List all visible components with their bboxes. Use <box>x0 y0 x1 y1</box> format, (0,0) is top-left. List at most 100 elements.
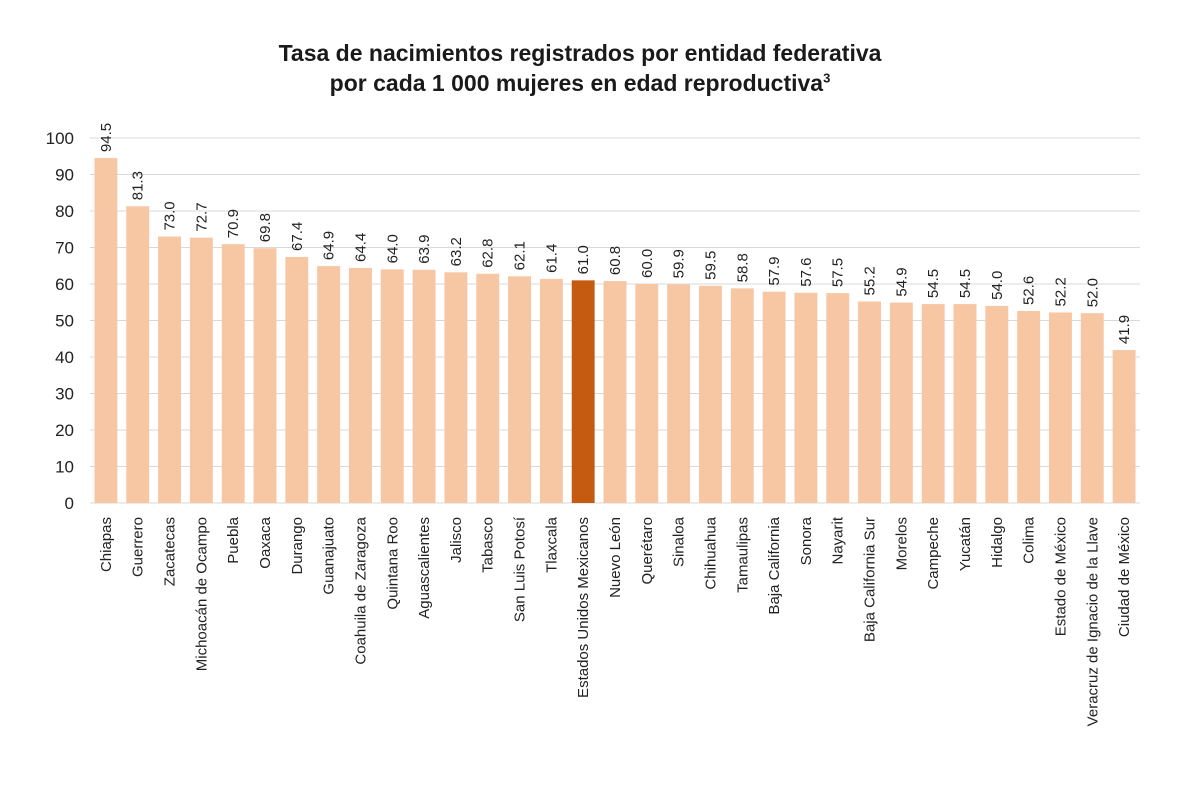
x-tick-label: Querétaro <box>639 517 656 585</box>
bar <box>444 272 468 503</box>
bar <box>699 285 722 503</box>
x-tick-label: Chiapas <box>98 517 115 572</box>
x-tick-label: Sonora <box>798 516 815 565</box>
data-label: 64.0 <box>384 234 401 263</box>
x-tick-label: Nuevo León <box>607 517 624 598</box>
x-tick-label: Morelos <box>893 517 910 570</box>
x-tick-label: Quintana Roo <box>384 517 401 610</box>
x-tick-label: Estado de México <box>1052 517 1069 636</box>
bar <box>730 288 754 503</box>
x-tick-label: San Luis Potosí <box>512 516 529 622</box>
data-label: 94.5 <box>98 123 115 152</box>
data-label: 61.0 <box>575 245 592 274</box>
data-label: 59.9 <box>671 249 688 278</box>
x-tick-label: Hidalgo <box>989 517 1006 568</box>
chart-title-line2-text: por cada 1 000 mujeres en edad reproduct… <box>329 70 824 96</box>
data-label: 64.4 <box>352 233 369 262</box>
bar <box>380 269 404 503</box>
bar <box>1049 312 1072 503</box>
x-tick-label: Baja California Sur <box>862 517 879 642</box>
data-label: 64.9 <box>321 231 338 260</box>
data-label: 63.2 <box>448 237 465 266</box>
data-label: 41.9 <box>1116 315 1133 344</box>
data-label: 57.6 <box>798 258 815 287</box>
bar <box>158 236 181 504</box>
chart-title-line1: Tasa de nacimientos registrados por enti… <box>278 40 882 66</box>
bar <box>285 256 309 503</box>
bar <box>921 304 945 503</box>
x-tick-label: Guanajuato <box>321 517 338 595</box>
bar <box>603 281 627 503</box>
x-tick-label: Coahuila de Zaragoza <box>352 516 369 664</box>
data-label: 63.9 <box>416 235 433 264</box>
bar <box>667 284 691 503</box>
y-tick-label: 90 <box>55 166 74 185</box>
x-tick-label: Sinaloa <box>671 516 688 567</box>
data-label: 69.8 <box>257 213 274 242</box>
bar <box>189 237 213 503</box>
data-label: 55.2 <box>862 266 879 295</box>
bar <box>1112 350 1136 503</box>
y-tick-label: 30 <box>55 385 74 404</box>
bar <box>762 291 786 503</box>
x-tick-label: Tabasco <box>480 517 497 573</box>
data-label: 62.1 <box>512 241 529 270</box>
bar <box>126 206 150 503</box>
bar <box>635 284 659 503</box>
y-tick-label: 100 <box>46 129 74 148</box>
bar <box>476 273 500 503</box>
data-label: 73.0 <box>162 201 179 230</box>
x-tick-label: Guerrero <box>130 517 147 577</box>
bar <box>1017 311 1041 503</box>
y-tick-label: 60 <box>55 275 74 294</box>
data-label: 57.9 <box>766 256 783 285</box>
data-label: 52.0 <box>1084 278 1101 307</box>
chart-title-footnote: 3 <box>823 70 831 86</box>
data-label: 52.2 <box>1052 277 1069 306</box>
x-tick-label: Estados Unidos Mexicanos <box>575 517 592 698</box>
y-tick-label: 10 <box>55 458 74 477</box>
data-label: 72.7 <box>193 202 210 231</box>
data-label: 60.8 <box>607 246 624 275</box>
data-label: 54.5 <box>957 269 974 298</box>
bar <box>94 158 118 503</box>
bar <box>571 280 595 503</box>
data-label: 81.3 <box>130 171 147 200</box>
x-tick-label: Yucatán <box>957 517 974 571</box>
bar <box>826 293 850 503</box>
x-tick-label: Tamaulipas <box>734 517 751 593</box>
y-tick-label: 70 <box>55 239 74 258</box>
y-tick-label: 50 <box>55 312 74 331</box>
data-label: 62.8 <box>480 239 497 268</box>
x-tick-label: Durango <box>289 517 306 575</box>
chart-title: Tasa de nacimientos registrados por enti… <box>0 38 1160 98</box>
bar <box>221 244 245 503</box>
y-tick-label: 80 <box>55 202 74 221</box>
data-label: 52.6 <box>1021 276 1038 305</box>
x-axis-ticks: Chiapas Guerrero Zacatecas Michoacán de Oca… <box>98 516 1133 726</box>
x-tick-label: Ciudad de México <box>1116 517 1133 637</box>
bar <box>508 276 531 503</box>
data-label: 67.4 <box>289 222 306 251</box>
x-tick-label: Zacatecas <box>162 517 179 586</box>
bar <box>253 248 277 503</box>
data-label: 70.9 <box>225 209 242 238</box>
x-tick-label: Tlaxcala <box>543 516 560 573</box>
bar <box>349 267 372 503</box>
y-tick-label: 0 <box>65 494 74 513</box>
data-label: 60.0 <box>639 249 656 278</box>
bar <box>412 269 436 503</box>
x-tick-label: Puebla <box>225 516 242 563</box>
data-labels: 94.5 81.3 73.0 72.7 70.9 69.8 67.4 64.9 64.4 64.0… <box>98 123 1133 344</box>
bar <box>317 266 341 503</box>
data-label: 59.5 <box>702 251 719 280</box>
bar <box>539 278 563 503</box>
x-tick-label: Campeche <box>925 517 942 590</box>
bar <box>858 301 881 503</box>
x-tick-label: Jalisco <box>448 517 465 563</box>
data-label: 54.5 <box>925 269 942 298</box>
bar <box>794 292 818 503</box>
bars <box>94 158 1136 504</box>
data-label: 57.5 <box>830 258 847 287</box>
